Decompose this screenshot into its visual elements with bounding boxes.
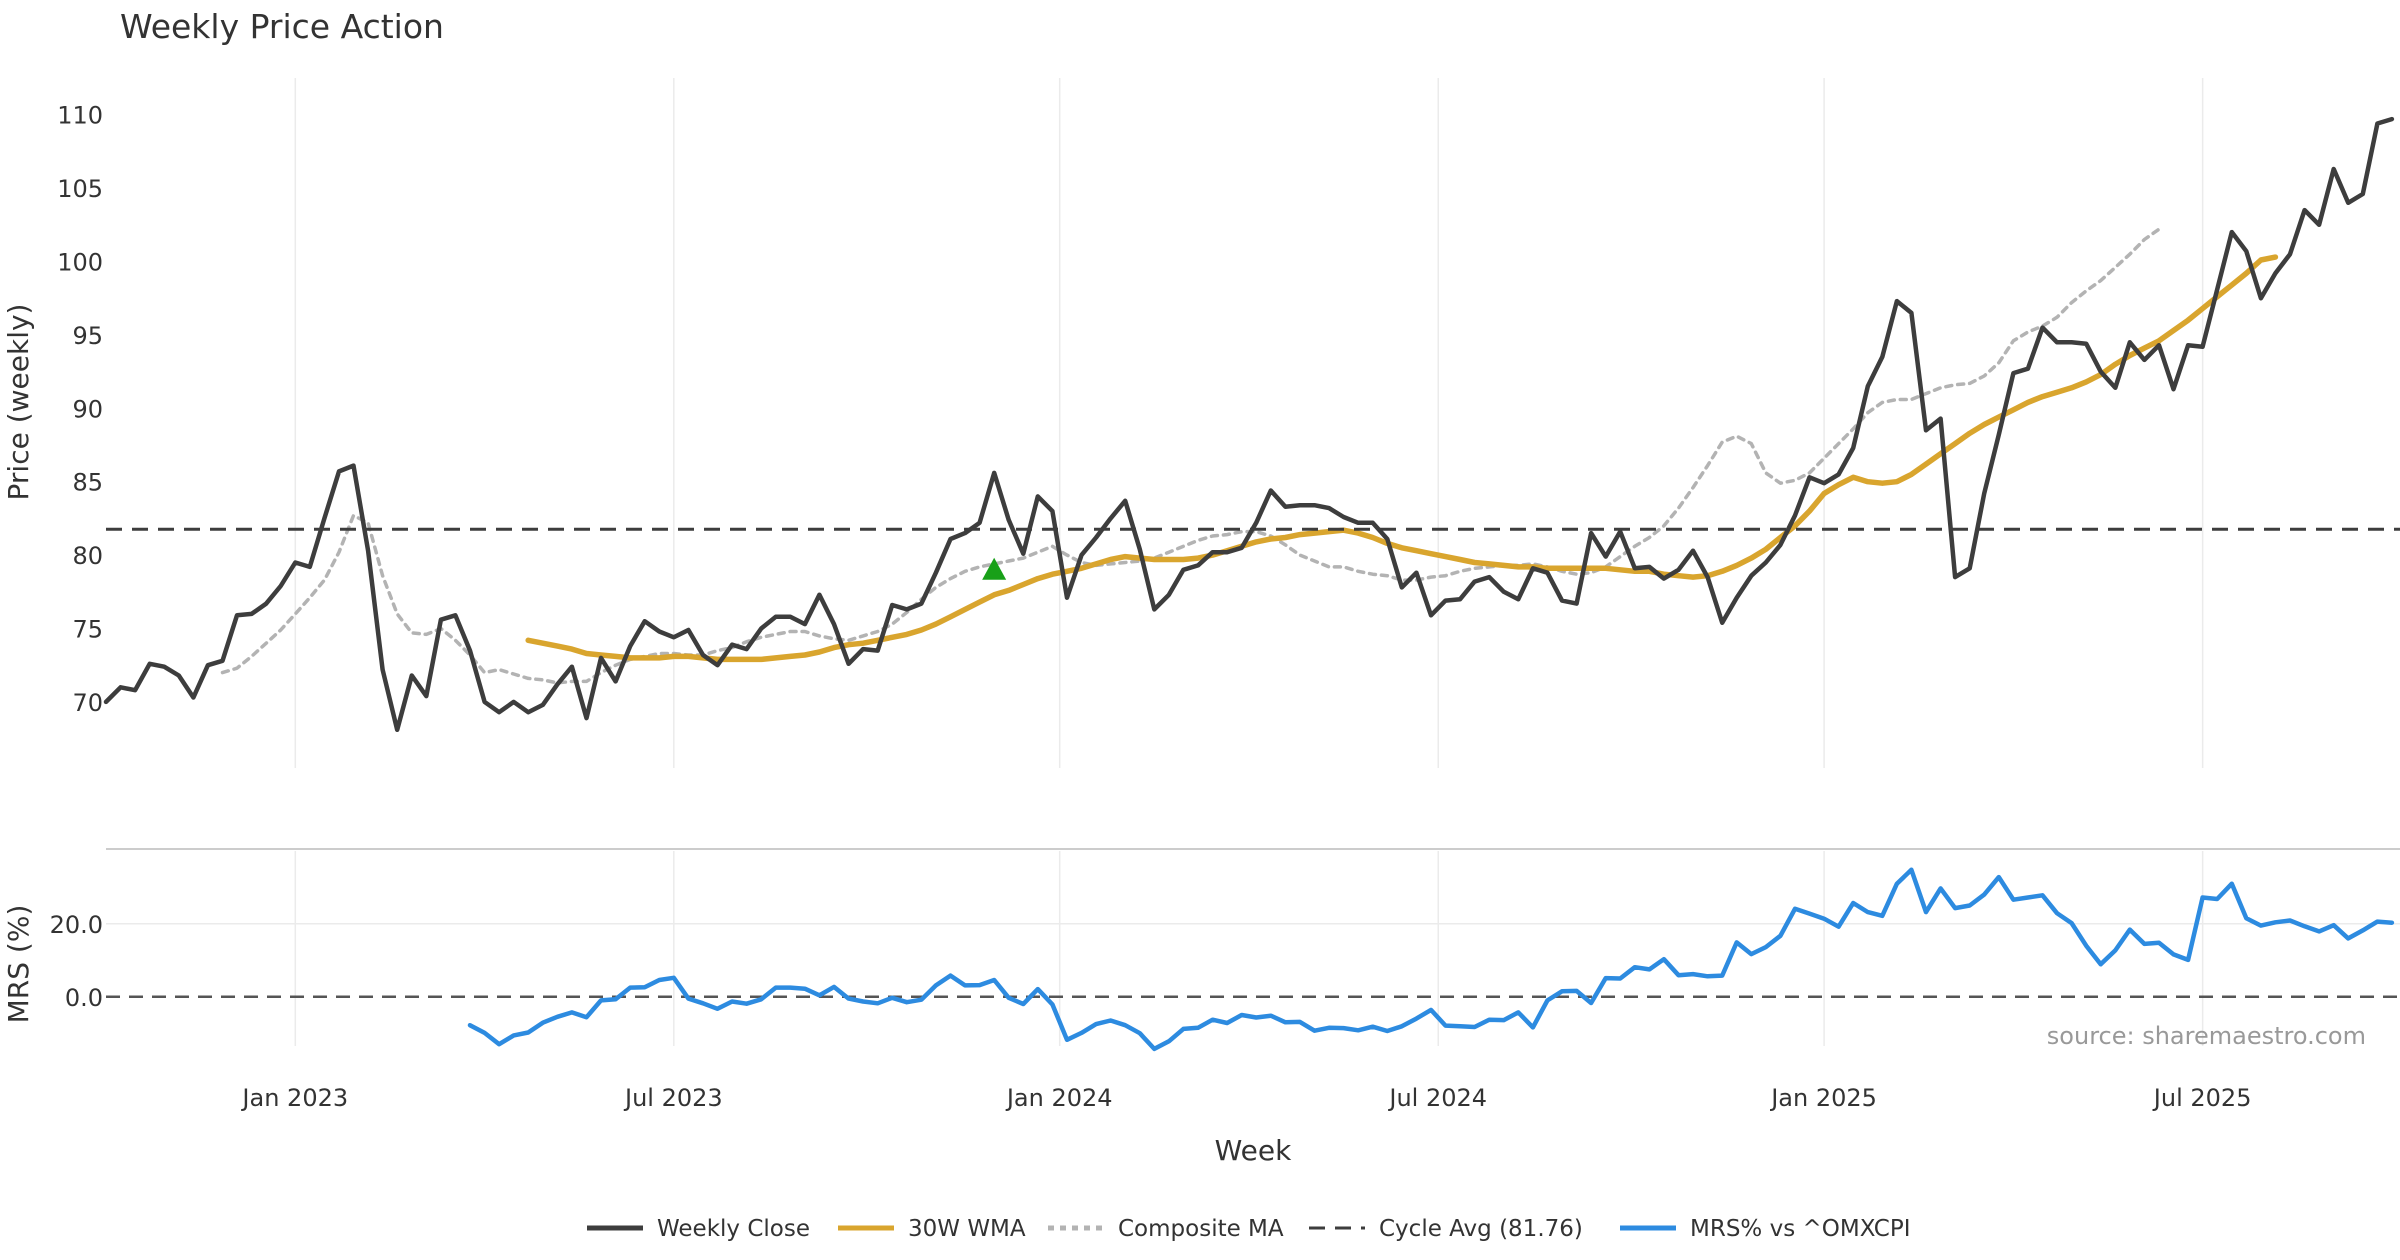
price-axis-title: Price (weekly) xyxy=(2,304,35,501)
x-tick-jan-2023: Jan 2023 xyxy=(240,1084,348,1112)
legend-label-mrs-vs-omxcpi: MRS% vs ^OMXCPI xyxy=(1690,1216,1911,1242)
price-y-tick-70: 70 xyxy=(72,689,103,717)
price-y-tick-95: 95 xyxy=(72,322,103,350)
price-y-tick-90: 90 xyxy=(72,395,103,423)
x-axis-ticks: Jan 2023 Jul 2023 Jan 2024 Jul 2024 Jan 2025… xyxy=(240,1084,2251,1112)
x-tick-jul-2023: Jul 2023 xyxy=(623,1084,723,1112)
mrs-axis-title: MRS (%) xyxy=(2,905,35,1024)
price-y-tick-75: 75 xyxy=(72,616,103,644)
chart-title: Weekly Price Action xyxy=(120,7,444,46)
price-y-tick-110: 110 xyxy=(57,102,103,130)
source-label: source: sharemaestro.com xyxy=(2047,1022,2366,1050)
price-gridlines xyxy=(294,78,2204,768)
price-panel: 70 75 80 85 90 95 100 105 110 Price (weekly) xyxy=(2,78,2400,768)
series-mrs-line xyxy=(467,867,2395,1052)
mrs-series xyxy=(106,867,2400,1052)
x-tick-jan-2024: Jan 2024 xyxy=(1005,1084,1113,1112)
legend-label-30w-wma: 30W WMA xyxy=(908,1216,1026,1242)
series-weekly-close-line xyxy=(103,116,2395,733)
price-y-tick-105: 105 xyxy=(57,175,103,203)
series-composite-ma-line xyxy=(220,227,2161,685)
price-y-tick-100: 100 xyxy=(57,249,103,277)
x-axis-title: Week xyxy=(1215,1134,1292,1167)
price-series xyxy=(103,116,2400,733)
x-tick-jan-2025: Jan 2025 xyxy=(1769,1084,1877,1112)
legend-label-weekly-close: Weekly Close xyxy=(657,1216,810,1242)
legend-label-composite-ma: Composite MA xyxy=(1118,1216,1284,1242)
mrs-gridlines xyxy=(106,851,2400,1046)
mrs-y-tick-20-0: 20.0 xyxy=(50,911,103,939)
mrs-y-tick-0-0: 0.0 xyxy=(65,984,103,1012)
legend-label-cycle-avg-81-76: Cycle Avg (81.76) xyxy=(1379,1216,1583,1242)
x-tick-jul-2025: Jul 2025 xyxy=(2152,1084,2252,1112)
x-tick-jul-2024: Jul 2024 xyxy=(1387,1084,1487,1112)
buy-signal-marker xyxy=(982,557,1007,580)
price-y-tick-85: 85 xyxy=(72,469,103,497)
price-y-ticks: 70 75 80 85 90 95 100 105 110 xyxy=(57,102,103,717)
legend: Weekly Close 30W WMA Composite MA Cycle Avg… xyxy=(587,1216,1911,1242)
price-y-tick-80: 80 xyxy=(72,542,103,570)
mrs-y-ticks: 0.0 20.0 xyxy=(50,911,103,1012)
mrs-panel: 0.0 20.0 MRS (%) source: sharemaestro.com xyxy=(2,848,2400,1052)
series-30w-wma-line xyxy=(525,254,2279,663)
